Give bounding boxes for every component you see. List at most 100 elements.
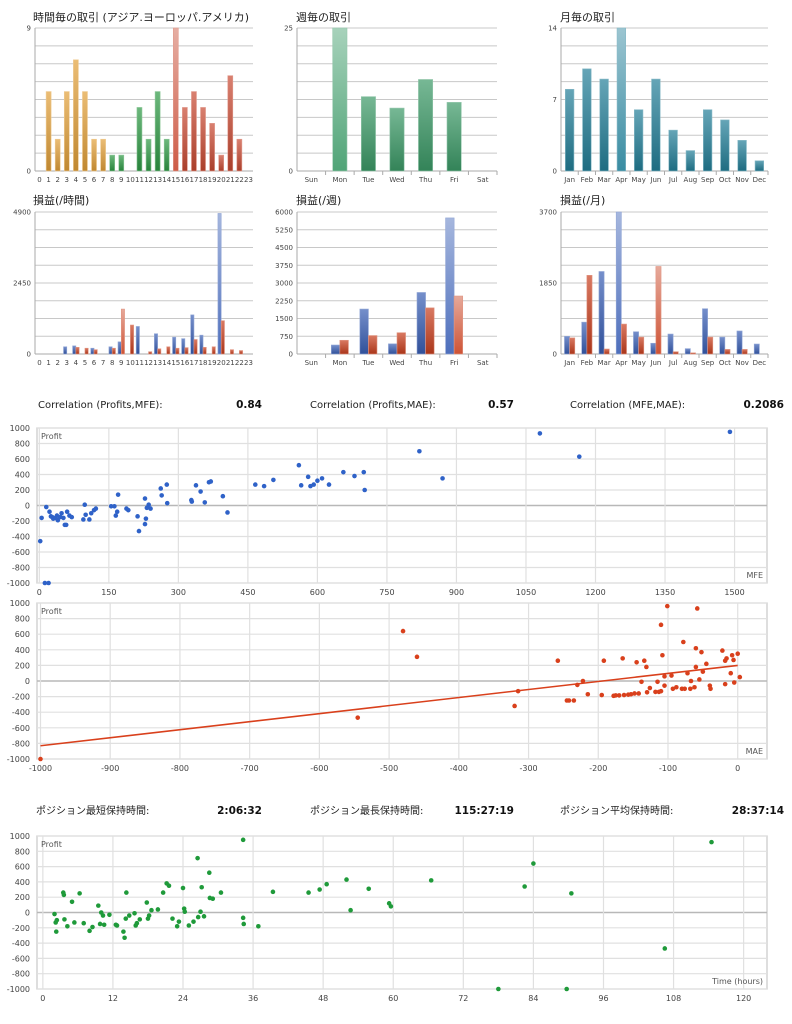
x-tick-label: 5 [83, 359, 87, 367]
x-tick-label: 60 [388, 994, 398, 1003]
bar-profit-17 [190, 314, 195, 355]
x-tick-label: 18 [199, 359, 208, 367]
data-point [61, 892, 67, 898]
x-tick-label: Sun [305, 176, 318, 184]
bar-loss-Aug [690, 352, 696, 355]
bar-profit-11 [135, 326, 140, 355]
x-tick-label: 4 [74, 176, 79, 184]
bar-3 [63, 91, 70, 172]
correlation-profit-mfe-label: Correlation (Profits,MFE): [38, 400, 163, 411]
y-tick-label: 2250 [275, 297, 293, 305]
data-point [270, 889, 276, 895]
data-point [72, 920, 77, 925]
y-tick-label: 800 [15, 615, 30, 624]
bar-20 [218, 154, 225, 172]
bar-loss-19 [211, 346, 216, 355]
bar-profit-Apr [615, 211, 622, 355]
data-point [210, 896, 216, 902]
y-axis-title: Profit [41, 432, 62, 441]
data-point [146, 913, 152, 918]
x-tick-label: Mon [332, 176, 347, 184]
bar-loss-15 [175, 347, 180, 355]
data-point [662, 683, 667, 688]
data-point [256, 923, 261, 929]
x-tick-label: 120 [736, 994, 751, 1003]
x-tick-label: 21 [226, 359, 235, 367]
data-point [101, 922, 107, 928]
bar-16 [182, 107, 188, 172]
y-tick-label: -400 [12, 533, 30, 542]
chart-title: 損益(/時間) [33, 193, 89, 207]
data-point [315, 478, 320, 484]
x-tick-label: Nov [735, 359, 749, 367]
y-tick-label: -200 [12, 693, 30, 702]
correlation-mfe-mae-label: Correlation (MFE,MAE): [570, 400, 685, 411]
bar-profit-3 [63, 346, 68, 355]
data-point [496, 986, 501, 992]
data-point [148, 506, 153, 511]
data-point [43, 504, 49, 510]
bar-6 [91, 138, 97, 172]
y-tick-label: -800 [12, 739, 30, 748]
monthly-trades-chart: 月毎の取引 0 7 14 Jan Feb Mar Apr May Jun Jul Aug Sep Oct N… [548, 10, 769, 184]
y-tick-label: -1000 [7, 579, 30, 588]
x-tick-label: 15 [171, 359, 180, 367]
data-point [114, 509, 120, 514]
data-point [42, 580, 48, 586]
data-point [63, 522, 69, 528]
data-point [644, 690, 650, 695]
data-point [81, 920, 87, 926]
bar-Mar [599, 78, 609, 172]
bar-loss-Thu [425, 307, 435, 355]
y-tick-label: 3750 [275, 262, 293, 270]
bar-profit-Sep [702, 308, 708, 355]
bar-loss-Nov [741, 349, 748, 355]
data-point [670, 686, 676, 692]
data-point [361, 469, 367, 475]
x-tick-label: 14 [162, 359, 171, 367]
data-point [198, 909, 203, 915]
data-point [142, 496, 148, 501]
data-point [193, 483, 199, 488]
y-tick-label: 4500 [275, 244, 293, 252]
bar-loss-17 [193, 339, 198, 355]
x-tick-label: 4 [74, 359, 79, 367]
data-point [688, 678, 694, 684]
data-point [512, 703, 517, 709]
bar-profit-20 [217, 213, 222, 355]
data-point [731, 657, 736, 663]
bar-loss-May [638, 336, 645, 355]
x-tick-label: 12 [144, 359, 153, 367]
data-point [731, 680, 737, 685]
data-point [135, 514, 140, 519]
y-tick-label: 600 [15, 863, 30, 872]
x-tick-label: May [631, 359, 645, 367]
bar-Nov [737, 140, 747, 172]
data-point [580, 678, 586, 684]
data-point [417, 448, 422, 454]
data-point [176, 919, 182, 924]
y-tick-label: 1000 [10, 832, 30, 841]
bar-profit-8 [108, 346, 113, 355]
x-tick-label: Jan [563, 359, 575, 367]
data-point [100, 913, 106, 918]
data-point [126, 913, 132, 918]
data-point [697, 677, 702, 682]
bar-13 [154, 91, 161, 172]
y-tick-label: -800 [12, 970, 30, 979]
bar-Thu [418, 79, 434, 172]
data-point [114, 923, 120, 928]
y-tick-label: 400 [15, 646, 30, 655]
y-tick-label: 200 [15, 893, 30, 902]
x-tick-label: 12 [108, 994, 118, 1003]
y-tick-label: 25 [284, 25, 293, 33]
data-point [123, 916, 129, 921]
bar-loss-8 [111, 347, 116, 355]
bar-Sep [703, 109, 713, 172]
data-point [620, 656, 625, 661]
monthly-pl-chart: 損益(/月) 0 1850 3700 Jan Feb Mar Apr May Jun Jul Aug S… [539, 193, 769, 367]
y-tick-label: 0 [27, 351, 31, 359]
bar-Tue [360, 96, 376, 172]
data-point [134, 920, 140, 926]
